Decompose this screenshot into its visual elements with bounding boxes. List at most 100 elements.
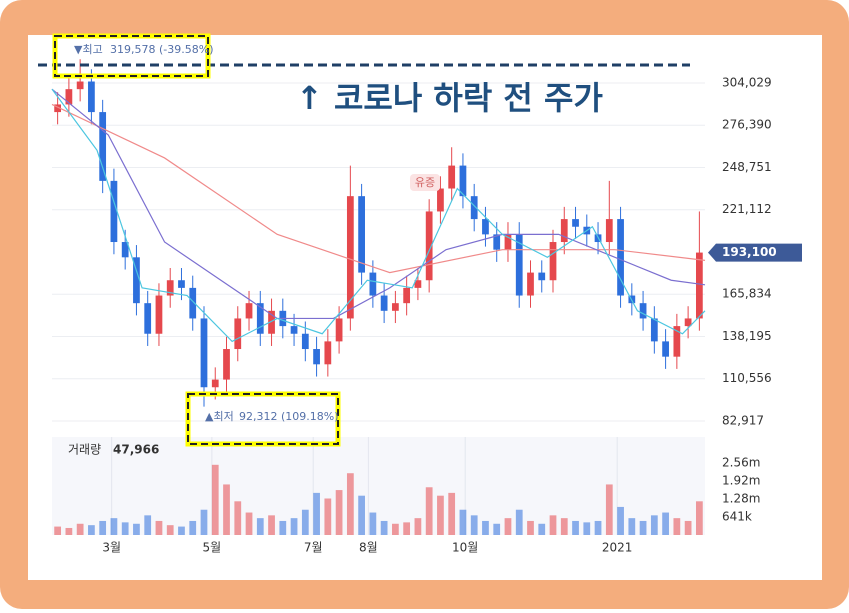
- candle-body: [527, 272, 534, 296]
- max-marker: ▼최고: [74, 43, 103, 56]
- y-tick-label: 221,112: [722, 202, 772, 216]
- volume-bar: [88, 525, 95, 535]
- candle-body: [437, 188, 444, 212]
- volume-bar: [594, 520, 602, 535]
- x-tick-label: 7월: [304, 541, 323, 555]
- candle-body: [346, 196, 354, 319]
- volume-bar: [358, 495, 365, 535]
- volume-bar: [155, 520, 163, 535]
- event-label: 유증: [415, 176, 435, 189]
- vol-tick-label: 1.92m: [722, 474, 760, 488]
- y-tick-label: 110,556: [722, 371, 772, 385]
- candle-body: [425, 211, 433, 281]
- volume-bar: [560, 518, 568, 535]
- volume-bar: [121, 522, 129, 535]
- y-tick-label: 165,834: [722, 287, 772, 301]
- candle-body: [99, 112, 107, 181]
- volume-bar: [493, 523, 501, 535]
- chart-title: ↑ 코로나 하락 전 주가: [296, 79, 603, 117]
- volume-bar: [617, 506, 624, 535]
- volume-bar: [369, 512, 377, 535]
- y-tick-label: 82,917: [722, 413, 764, 427]
- y-tick-label: 138,195: [722, 329, 772, 343]
- highlight-box-inner: [54, 35, 209, 77]
- volume-bar: [538, 523, 546, 535]
- volume-bar: [380, 520, 388, 535]
- x-tick-label: 2021: [602, 541, 633, 555]
- candle-body: [313, 349, 320, 365]
- volume-bar: [425, 487, 433, 535]
- candle-body: [538, 272, 546, 281]
- volume-bar: [166, 525, 174, 535]
- x-tick-label: 5월: [203, 541, 222, 555]
- candle-body: [369, 272, 377, 296]
- x-tick-label: 3월: [102, 541, 121, 555]
- volume-bar: [437, 495, 444, 535]
- volume-bar: [110, 518, 118, 535]
- volume-bar: [245, 512, 253, 535]
- moving-average: [51, 88, 706, 320]
- min-text: 92,312 (109.18%): [239, 410, 339, 423]
- candle-body: [54, 104, 62, 113]
- volume-bar: [268, 515, 275, 535]
- candle-body: [234, 318, 242, 350]
- volume-bar: [605, 484, 613, 535]
- candle-body: [223, 349, 230, 380]
- candle-body: [482, 219, 489, 235]
- x-tick-label: 8월: [359, 541, 378, 555]
- candle-body: [256, 303, 264, 334]
- volume-bar: [504, 518, 512, 535]
- candle-body: [65, 89, 73, 105]
- volume-bar: [324, 498, 332, 535]
- volume-bar: [313, 492, 320, 535]
- volume-bar: [549, 515, 557, 535]
- price-tag-label: 193,100: [722, 245, 777, 259]
- volume-bar: [459, 509, 467, 535]
- volume-bar: [572, 520, 579, 535]
- highlight-box-inner: [187, 393, 339, 445]
- candle-body: [155, 295, 163, 334]
- volume-bar: [178, 526, 185, 535]
- candle-body: [290, 326, 298, 334]
- volume-bar: [54, 526, 62, 535]
- volume-label: 거래량: [68, 443, 101, 457]
- volume-bar: [76, 523, 84, 535]
- volume-bar: [482, 520, 489, 535]
- volume-bar: [234, 501, 242, 535]
- candle-body: [324, 341, 332, 365]
- volume-bar: [515, 509, 523, 535]
- candle-body: [380, 295, 388, 311]
- candle-body: [245, 303, 253, 319]
- candle-body: [504, 234, 512, 250]
- moving-average: [51, 103, 706, 274]
- candle-body: [358, 196, 365, 273]
- candle-body: [403, 287, 411, 304]
- volume-bar: [650, 515, 658, 535]
- candle-body: [605, 219, 613, 243]
- volume-bar: [65, 527, 73, 535]
- volume-panel: [52, 437, 705, 535]
- candle-body: [166, 280, 174, 296]
- vol-tick-label: 641k: [722, 510, 752, 524]
- candle-body: [448, 165, 456, 189]
- candle-body: [662, 341, 669, 357]
- candle-body: [639, 303, 647, 319]
- volume-bar: [673, 518, 681, 535]
- volume-bar: [346, 473, 354, 535]
- candle-body: [211, 379, 219, 388]
- candle-body: [617, 219, 624, 296]
- candle-body: [470, 196, 478, 220]
- volume-last: 47,966: [113, 443, 159, 457]
- candle-body: [88, 81, 95, 113]
- candle-body: [110, 180, 118, 243]
- volume-bar: [448, 492, 456, 535]
- volume-bar: [256, 518, 264, 535]
- volume-bar: [335, 490, 343, 535]
- moving-average: [51, 88, 706, 343]
- candle-body: [301, 333, 309, 350]
- candle-body: [121, 242, 129, 258]
- volume-bar: [662, 512, 669, 535]
- volume-bar: [684, 520, 692, 535]
- y-tick-label: 248,751: [722, 160, 772, 174]
